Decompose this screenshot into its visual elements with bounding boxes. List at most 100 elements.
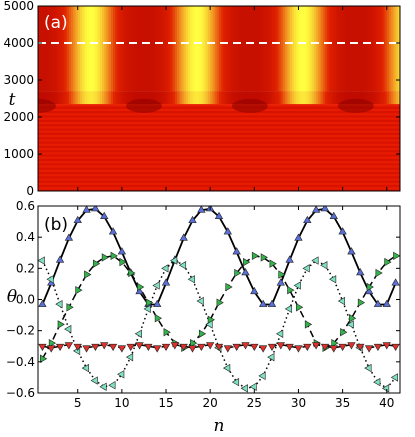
heatmap-cell <box>49 6 52 92</box>
scatter-y-tick-label: 0.6 <box>16 199 35 213</box>
heatmap-cell <box>86 6 90 92</box>
heatmap-cell <box>90 6 94 92</box>
series-point <box>232 247 241 255</box>
series-point <box>240 384 248 393</box>
heatmap-cell <box>371 6 375 92</box>
series-point <box>170 342 180 350</box>
heatmap-cell <box>55 91 59 105</box>
heatmap-cell <box>391 6 394 92</box>
heatmap-cell <box>148 6 152 92</box>
series-point <box>302 264 310 273</box>
series-point <box>241 342 250 350</box>
heatmap-cell <box>232 6 236 92</box>
heatmap-cell <box>71 6 74 92</box>
heatmap-cell <box>159 6 163 92</box>
heatmap-cells <box>38 6 400 191</box>
heatmap-cell <box>369 6 372 92</box>
series-point <box>276 329 284 338</box>
series-point <box>170 256 178 265</box>
series-point <box>154 314 162 323</box>
heatmap-cell <box>97 6 101 92</box>
heatmap-cell <box>291 91 295 105</box>
heatmap-cell <box>271 6 275 92</box>
heatmap-cell <box>373 6 377 92</box>
heatmap-cell <box>203 6 207 92</box>
heatmap-cell <box>66 6 70 92</box>
series-point <box>391 343 400 352</box>
heatmap-y-tick-label: 3000 <box>3 73 34 87</box>
heatmap-cell <box>260 91 264 105</box>
heatmap-cell <box>260 6 264 92</box>
series-point <box>38 343 47 352</box>
heatmap-dark-spot <box>38 98 56 113</box>
heatmap-cell <box>267 6 271 92</box>
scatter-y-tick-label: 0.0 <box>16 293 35 307</box>
heatmap-y-ticks: 0 1000 2000 3000 4000 5000 <box>3 0 400 198</box>
heatmap-cell <box>203 91 207 105</box>
heatmap-cell <box>99 6 103 92</box>
heatmap-cell <box>159 91 163 105</box>
heatmap-cell <box>340 91 344 105</box>
heatmap-cell <box>322 6 326 92</box>
heatmap-cell <box>382 6 386 92</box>
series-point <box>55 255 65 263</box>
heatmap-cell <box>126 91 130 105</box>
series-point <box>331 338 339 348</box>
heatmap-dark-spot <box>337 98 374 113</box>
heatmap-cell <box>296 91 300 105</box>
heatmap-cell <box>364 91 368 105</box>
heatmap-cell <box>254 6 258 92</box>
series-point <box>337 296 346 306</box>
heatmap-cell <box>214 6 218 92</box>
heatmap-cell <box>46 91 50 105</box>
heatmap-cell <box>135 91 138 105</box>
heatmap-cell <box>344 91 348 105</box>
heatmap-cell <box>38 160 400 164</box>
heatmap-cell <box>108 91 112 105</box>
heatmap-cell <box>185 91 189 105</box>
heatmap-cell <box>163 6 167 92</box>
heatmap-cell <box>44 91 48 105</box>
series-point <box>91 206 100 212</box>
series-point <box>234 268 242 278</box>
heatmap-cell <box>110 91 114 105</box>
heatmap-cell <box>38 121 400 125</box>
heatmap-cell <box>95 6 99 92</box>
heatmap-cell <box>166 91 169 105</box>
series-point <box>276 342 285 350</box>
series-point <box>381 384 390 393</box>
heatmap-cell <box>322 91 326 105</box>
heatmap-cell <box>366 6 370 92</box>
series-point <box>117 370 125 379</box>
heatmap-cell <box>42 91 46 105</box>
heatmap-cell <box>344 6 348 92</box>
heatmap-cell <box>278 91 282 105</box>
heatmap-cell <box>283 91 286 105</box>
heatmap-cell <box>38 180 400 183</box>
series-point <box>303 343 312 352</box>
heatmap-cell <box>137 91 141 105</box>
heatmap-cell <box>283 6 286 92</box>
heatmap-cell <box>353 6 357 92</box>
series-point <box>375 268 383 278</box>
heatmap-cell <box>115 6 119 92</box>
scatter-y-tick-label: −0.6 <box>6 386 35 400</box>
series-point <box>232 343 241 352</box>
heatmap-cell <box>104 6 108 92</box>
heatmap-frame <box>37 5 401 192</box>
heatmap-cell <box>185 6 189 92</box>
heatmap-cell <box>234 6 238 92</box>
heatmap-cell <box>296 6 300 92</box>
heatmap-cell <box>60 91 63 105</box>
heatmap-cell <box>216 6 220 92</box>
heatmap-cell <box>388 91 392 105</box>
heatmap-cell <box>62 6 66 92</box>
series-point <box>328 275 337 284</box>
heatmap-cell <box>395 91 399 105</box>
heatmap-cell <box>212 91 216 105</box>
heatmap-cell <box>194 6 198 92</box>
series-point <box>231 377 240 387</box>
heatmap-cell <box>369 91 372 105</box>
series-point <box>340 328 348 337</box>
heatmap-cell <box>380 6 383 92</box>
